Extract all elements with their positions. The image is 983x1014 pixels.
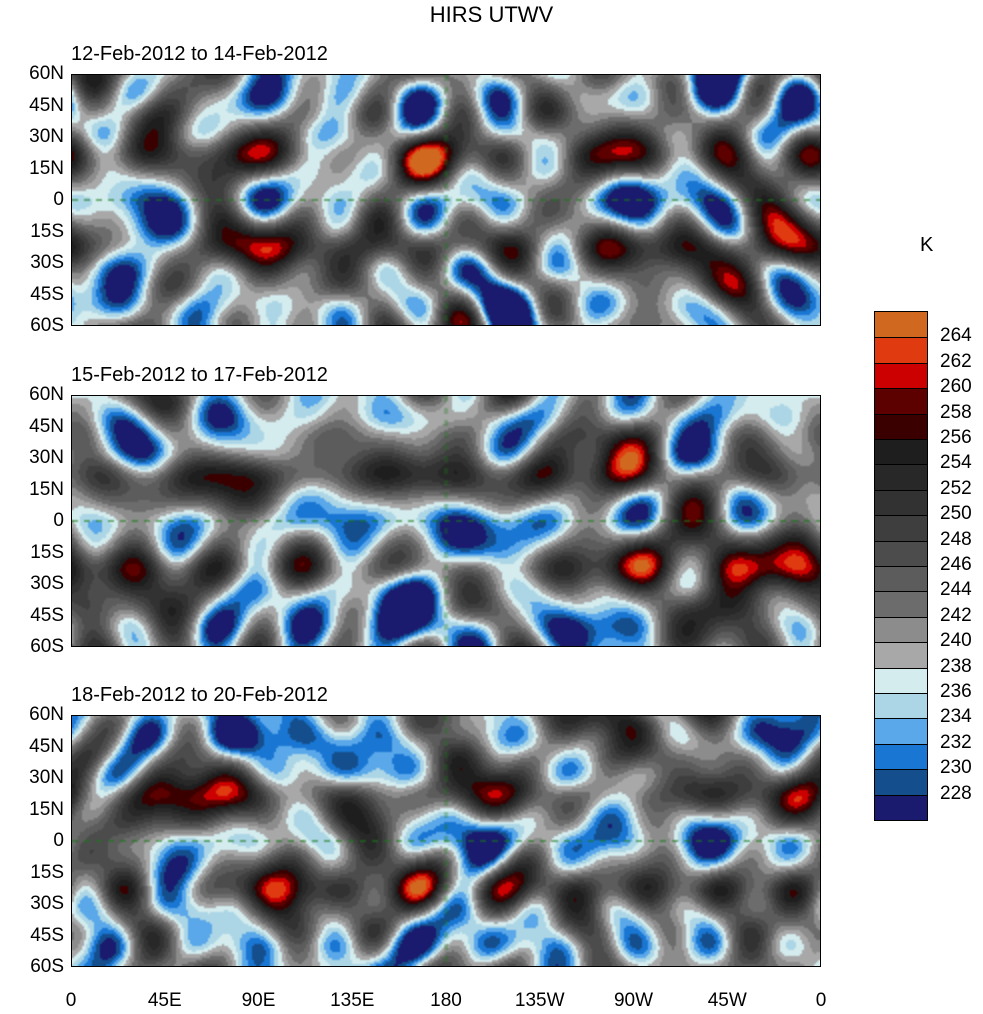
y-tick-label: 0 [53, 189, 64, 210]
map-panel-1 [71, 74, 821, 326]
y-tick-label: 15S [30, 861, 64, 883]
y-tick-label: 60N [29, 704, 64, 725]
y-tick-label: 30S [30, 573, 64, 594]
units-label: K [920, 234, 934, 256]
x-tick-label: 90W [613, 990, 654, 1011]
colorbar-box [875, 312, 927, 338]
colorbar-box [875, 362, 927, 389]
colorbar-box [875, 667, 927, 694]
x-tick-label: 45E [147, 990, 182, 1011]
panel-3-title: 18-Feb-2012 to 20-Feb-2012 [71, 684, 328, 706]
y-tick-label: 15S [30, 220, 64, 242]
colorbar-box [875, 337, 927, 363]
colorbar-box [875, 642, 927, 668]
colorbar-box [875, 693, 927, 719]
colorbar-label: 228 [940, 782, 972, 804]
colorbar-label: 232 [940, 731, 972, 753]
x-tick-label: 0 [65, 990, 77, 1011]
x-tick-label: 0 [815, 990, 827, 1011]
colorbar [874, 311, 928, 821]
field-2 [72, 396, 820, 646]
chart-title: HIRS UTWV [429, 2, 554, 27]
panel-2-title: 15-Feb-2012 to 17-Feb-2012 [71, 364, 328, 386]
colorbar-label: 252 [940, 477, 972, 499]
colorbar-label: 250 [940, 503, 972, 525]
x-tick-label: 180 [430, 990, 462, 1011]
colorbar-label: 248 [940, 528, 972, 550]
colorbar-box [875, 794, 927, 821]
y-tick-label: 60S [30, 315, 64, 336]
y-tick-label: 30S [30, 893, 64, 914]
colorbar-label: 258 [940, 401, 972, 423]
y-tick-label: 0 [53, 510, 64, 531]
colorbar-box [875, 743, 927, 770]
colorbar-label: 230 [940, 757, 972, 779]
y-tick-label: 45N [29, 735, 64, 757]
colorbar-box [875, 464, 927, 490]
colorbar-label: 240 [940, 630, 972, 652]
y-tick-label: 45S [30, 924, 64, 946]
y-tick-label: 15N [29, 157, 64, 179]
map-panel-2 [71, 395, 821, 647]
y-tick-label: 45N [29, 415, 64, 437]
colorbar-box [875, 413, 927, 440]
y-tick-label: 45S [30, 283, 64, 305]
colorbar-box [875, 718, 927, 744]
y-tick-label: 15S [30, 541, 64, 563]
x-tick-label: 135E [330, 990, 375, 1011]
field-3 [72, 716, 820, 966]
panel-1-title: 12-Feb-2012 to 14-Feb-2012 [71, 43, 328, 65]
x-tick-label: 45W [707, 990, 747, 1011]
colorbar-box [875, 515, 927, 541]
y-tick-label: 45S [30, 604, 64, 626]
y-tick-label: 15N [29, 478, 64, 500]
colorbar-label: 264 [940, 325, 972, 347]
colorbar-label: 246 [940, 554, 972, 575]
colorbar-label: 238 [940, 655, 972, 677]
field-1 [72, 75, 820, 325]
colorbar-label: 254 [940, 452, 972, 474]
colorbar-label: 234 [940, 706, 972, 728]
colorbar-box [875, 769, 927, 795]
x-tick-label: 90E [241, 990, 276, 1011]
colorbar-box [875, 388, 927, 414]
colorbar-label: 260 [940, 376, 972, 398]
colorbar-label: 236 [940, 681, 972, 702]
y-tick-label: 45N [29, 94, 64, 116]
colorbar-label: 242 [940, 604, 972, 626]
colorbar-box [875, 616, 927, 643]
colorbar-box [875, 489, 927, 516]
y-tick-label: 15N [29, 798, 64, 820]
colorbar-label: 256 [940, 427, 972, 448]
colorbar-box [875, 540, 927, 567]
colorbar-box [875, 566, 927, 592]
y-tick-label: 30S [30, 252, 64, 273]
y-tick-label: 30N [29, 126, 64, 147]
y-tick-label: 30N [29, 767, 64, 788]
colorbar-label: 244 [940, 579, 972, 601]
y-tick-label: 60S [30, 636, 64, 657]
y-tick-label: 60S [30, 956, 64, 977]
y-tick-label: 30N [29, 447, 64, 468]
y-tick-label: 60N [29, 63, 64, 84]
colorbar-box [875, 439, 927, 465]
map-panel-3 [71, 715, 821, 967]
colorbar-label: 262 [940, 350, 972, 372]
y-tick-label: 0 [53, 830, 64, 851]
colorbar-box [875, 591, 927, 617]
x-tick-label: 135W [514, 990, 565, 1011]
y-tick-label: 60N [29, 384, 64, 405]
